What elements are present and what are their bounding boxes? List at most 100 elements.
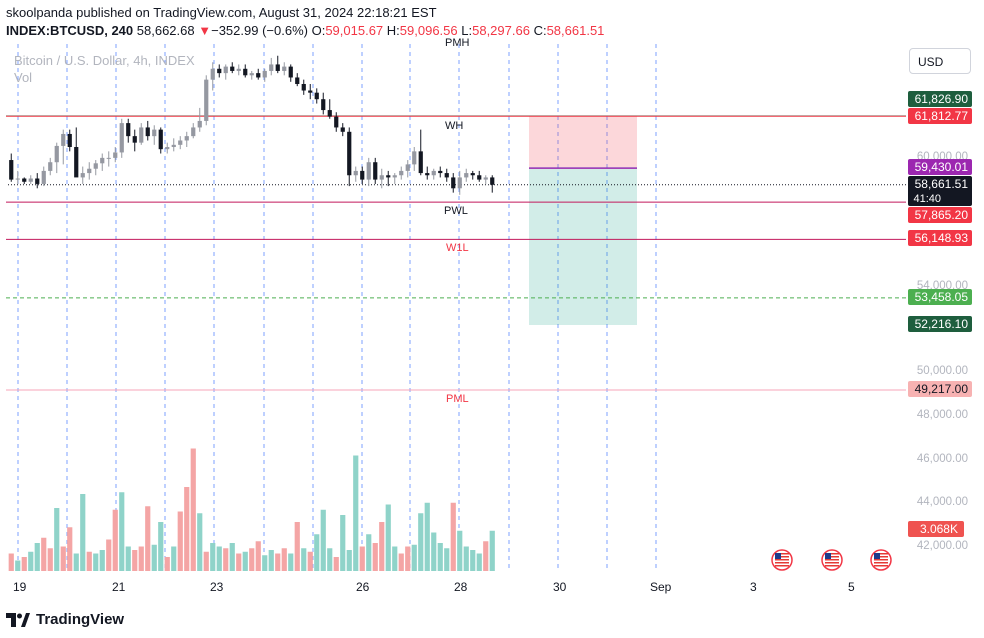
level-annotation: WH: [445, 120, 463, 132]
volume-bar: [444, 548, 450, 571]
candle-body: [262, 70, 267, 78]
candle-body: [347, 131, 352, 176]
candle-body: [35, 178, 40, 184]
flag-stripe: [874, 556, 888, 558]
time-tick: 28: [454, 580, 468, 594]
price-label-bg: [908, 316, 972, 332]
header: skoolpanda published on TradingView.com,…: [6, 4, 906, 40]
candle-body: [28, 178, 33, 182]
candle-body: [438, 170, 443, 174]
candle-body: [392, 175, 397, 178]
candle-body: [269, 64, 274, 71]
volume-bar: [314, 534, 320, 571]
price-label: 52,216.10: [915, 317, 969, 331]
currency-button[interactable]: USD: [909, 48, 971, 74]
volume-bar: [28, 551, 34, 571]
volume-bar: [392, 546, 398, 571]
volume-bar: [262, 555, 268, 571]
candle-body: [425, 173, 430, 176]
volume-bar: [346, 550, 352, 571]
price-label: 53,458.05: [915, 290, 969, 304]
candle-body: [386, 175, 391, 178]
candles: [9, 55, 495, 195]
candle-body: [197, 120, 202, 128]
volume-bar: [158, 522, 164, 571]
flag-canton: [775, 553, 781, 559]
candle-body: [243, 68, 248, 76]
candle-body: [327, 110, 332, 117]
candle-body: [340, 127, 345, 132]
position-zones: [529, 116, 637, 325]
volume-bar: [366, 534, 372, 571]
candle-body: [139, 127, 144, 143]
candle-body: [314, 92, 319, 100]
us-flag-icon: [771, 549, 793, 571]
level-annotation: PWL: [444, 205, 468, 217]
candle-body: [171, 144, 176, 148]
volume-bar: [106, 539, 112, 571]
volume-bar: [15, 560, 21, 571]
candle-body: [9, 160, 14, 180]
volume-bar: [171, 546, 177, 571]
candle-body: [288, 66, 293, 78]
volume-bar: [47, 548, 53, 571]
candle-body: [275, 64, 280, 71]
price-label: 61,812.77: [915, 109, 969, 123]
candle-body: [158, 129, 163, 150]
price-label: 56,148.93: [915, 231, 969, 245]
chart-watermark: Bitcoin / U.S. Dollar, 4h, INDEX Vol: [14, 52, 195, 86]
candle-body: [41, 170, 46, 184]
volume-bar: [229, 543, 235, 571]
price-label-bg: [908, 381, 972, 397]
volume-bar: [411, 544, 417, 571]
flag-stripe: [775, 559, 789, 561]
candle-body: [74, 147, 79, 178]
close-label: C:: [533, 23, 547, 38]
time-tick: 19: [13, 580, 27, 594]
candle-body: [178, 140, 183, 145]
volume-bar: [457, 530, 463, 571]
countdown-label: 41:40: [913, 193, 941, 205]
volume-bar: [203, 551, 209, 571]
flag-canton: [825, 553, 831, 559]
candle-body: [451, 177, 456, 189]
time-tick: Sep: [650, 580, 672, 594]
open-value: 59,015.67: [325, 23, 384, 38]
flag-stripe: [775, 553, 789, 555]
us-flag-icon: [821, 549, 843, 571]
volume-bar: [86, 551, 92, 571]
price-label-bg: [908, 230, 972, 246]
candle-body: [464, 173, 469, 178]
volume-bar: [294, 522, 300, 571]
volume-bar: [483, 541, 489, 571]
candle-body: [152, 129, 157, 137]
candle-body: [282, 66, 287, 71]
candle-body: [321, 99, 326, 111]
flag-stripe: [775, 556, 789, 558]
volume-bar: [255, 541, 261, 571]
target-zone: [529, 167, 637, 325]
candle-body: [490, 177, 495, 185]
volume-bar: [476, 553, 482, 571]
level-lines: [6, 115, 906, 391]
candle-body: [106, 157, 111, 159]
volume-bar: [340, 515, 346, 571]
volume-bar: [301, 548, 307, 571]
last-price: 58,662.68: [136, 23, 195, 38]
candle-body: [470, 173, 475, 176]
candle-body: [15, 178, 20, 180]
low-label: L:: [461, 23, 473, 38]
price-label-bg: [908, 289, 972, 305]
candle-body: [444, 173, 449, 178]
price-tick: 44,000.00: [917, 496, 968, 508]
volume-bar: [450, 502, 456, 571]
volume-bar: [80, 494, 86, 571]
candle-body: [249, 73, 254, 76]
candle-body: [236, 68, 241, 71]
candle-body: [48, 162, 53, 171]
candle-body: [418, 151, 423, 174]
price-tick: 50,000.00: [917, 365, 968, 377]
volume-bar: [470, 550, 476, 571]
price-label: 58,661.51: [915, 177, 969, 191]
